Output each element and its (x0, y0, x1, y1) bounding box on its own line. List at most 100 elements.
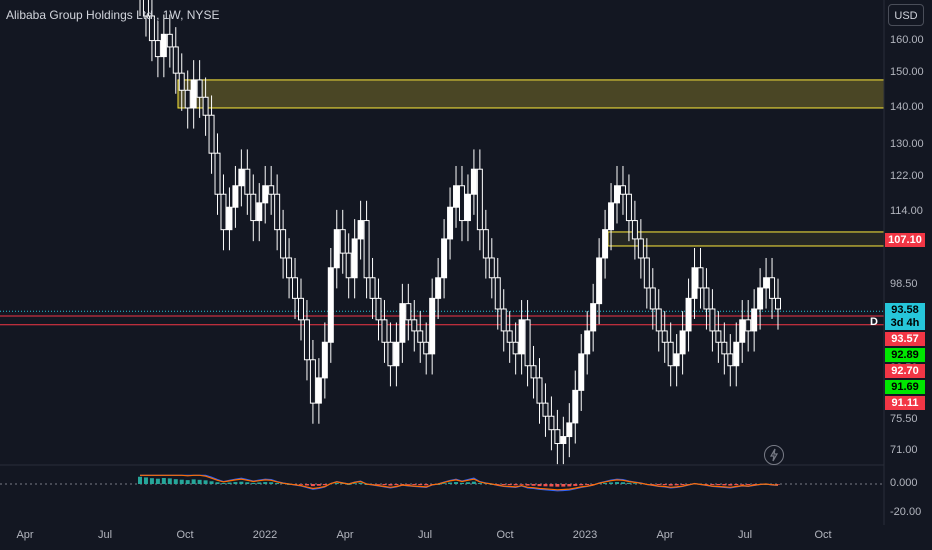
candle-body (154, 40, 161, 58)
macd-histogram-bar (477, 483, 482, 484)
currency-button[interactable]: USD (888, 4, 924, 26)
macd-histogram-bar (251, 482, 256, 484)
candle-body (268, 185, 275, 195)
macd-histogram-bar (603, 483, 608, 484)
candle-body (387, 341, 394, 367)
candle-body (417, 330, 424, 343)
macd-histogram-bar (155, 478, 160, 484)
macd-histogram-bar (448, 482, 453, 484)
macd-histogram-bar (245, 482, 250, 484)
macd-histogram-bar (507, 484, 512, 486)
candle-body (685, 297, 692, 332)
candle-body (530, 365, 537, 379)
macd-histogram-bar (752, 484, 757, 485)
macd-histogram-bar (674, 484, 679, 486)
macd-histogram-bar (233, 482, 238, 484)
macd-histogram-bar (221, 483, 226, 484)
candle-body (142, 0, 149, 17)
candle-body (578, 353, 585, 391)
candle-body (560, 436, 567, 445)
price-badge: 93.57 (885, 332, 925, 346)
candle-body (256, 202, 263, 222)
candle-body (363, 220, 370, 279)
candle-body (757, 287, 764, 310)
candle-body (303, 319, 310, 361)
candle-body (751, 308, 758, 332)
macd-histogram-bar (298, 484, 303, 485)
flash-icon[interactable] (764, 445, 784, 465)
candle-body (345, 252, 352, 279)
candle-body (614, 185, 621, 204)
macd-histogram-bar (215, 482, 220, 484)
candle-body (208, 114, 215, 154)
macd-histogram-bar (316, 484, 321, 486)
macd-histogram-bar (418, 484, 423, 486)
earnings-marker[interactable]: D (870, 316, 878, 328)
candle-body (375, 297, 382, 321)
candle-body (292, 277, 299, 299)
candle-body (619, 185, 626, 195)
candle-body (536, 377, 543, 404)
candle-body (399, 303, 406, 343)
price-badge: 107.10 (885, 233, 925, 247)
candle-body (566, 422, 573, 438)
candle-body (274, 193, 281, 231)
macd-histogram-bar (322, 484, 327, 486)
signal-line (140, 474, 779, 491)
candle-body (667, 341, 674, 367)
candle-body (262, 185, 269, 204)
candle-body (214, 152, 221, 195)
price-badge: 3d 4h (885, 316, 925, 330)
macd-histogram-bar (680, 484, 685, 485)
candle-body (220, 193, 227, 231)
candle-body (184, 89, 191, 109)
macd-histogram-bar (394, 484, 399, 486)
price-tick-label: 130.00 (890, 138, 924, 151)
zone-rect (177, 79, 885, 109)
time-tick-label: Jul (737, 529, 753, 541)
candle-body (297, 297, 304, 321)
macd-histogram-bar (746, 484, 751, 485)
time-tick-label: Apr (16, 529, 34, 541)
macd-histogram-bar (138, 476, 142, 484)
candle-body (339, 229, 346, 254)
macd-histogram-bar (358, 482, 363, 484)
macd-histogram-bar (143, 477, 148, 484)
price-badge: 91.69 (885, 380, 925, 394)
macd-histogram-bar (620, 482, 625, 484)
macd-histogram-bar (543, 484, 548, 487)
candle-body (608, 202, 615, 231)
candle-body (542, 402, 549, 417)
candle-body (524, 319, 531, 367)
macd-histogram-bar (728, 484, 733, 486)
candle-body (661, 330, 668, 343)
time-tick-label: Jul (97, 529, 113, 541)
price-tick-label: 75.50 (890, 412, 918, 425)
candle-body (548, 415, 555, 431)
macd-histogram-bar (609, 482, 614, 484)
candle-body (190, 79, 197, 109)
candle-body (453, 185, 460, 208)
candle-body (506, 330, 513, 343)
candle-body (435, 277, 442, 299)
macd-histogram-bar (257, 482, 262, 484)
candle-body (441, 238, 448, 279)
price-badge: 93.58 (885, 303, 925, 317)
candle-body (596, 257, 603, 305)
macd-histogram-bar (161, 478, 166, 484)
macd-histogram-bar (513, 484, 518, 486)
macd-histogram-bar (424, 484, 429, 486)
time-tick-label: Jul (417, 529, 433, 541)
macd-histogram-bar (269, 482, 274, 484)
candle-body (160, 33, 167, 58)
candle-body (715, 330, 722, 343)
macd-histogram-bar (537, 484, 542, 487)
candle-body (512, 341, 519, 355)
macd-histogram-bar (573, 484, 578, 486)
macd-histogram-bar (412, 484, 417, 485)
macd-histogram-bar (615, 482, 620, 484)
candle-body (166, 33, 173, 48)
macd-histogram-bar (334, 483, 339, 484)
candle-body (500, 308, 507, 332)
